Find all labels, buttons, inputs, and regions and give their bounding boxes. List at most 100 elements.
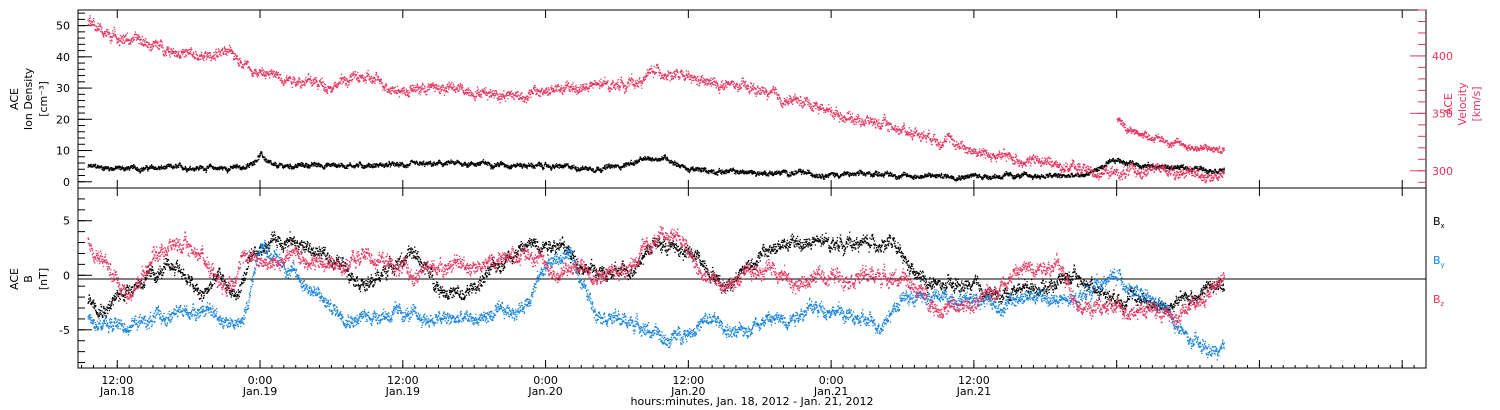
data-point	[116, 168, 118, 170]
data-point	[289, 164, 291, 166]
data-point	[116, 167, 118, 169]
data-point	[142, 170, 144, 172]
data-point	[624, 166, 626, 168]
time-tick-label: 0:00	[533, 374, 558, 387]
data-point	[278, 165, 280, 167]
data-point	[158, 168, 161, 171]
data-point	[220, 167, 222, 169]
data-point	[162, 167, 165, 169]
data-point	[1002, 177, 1004, 179]
data-point	[348, 163, 351, 166]
data-point	[170, 163, 172, 165]
data-point	[315, 162, 317, 165]
data-point	[131, 165, 133, 167]
data-point	[644, 155, 646, 158]
data-point	[375, 166, 377, 168]
data-point	[233, 167, 235, 169]
data-point	[111, 167, 113, 169]
data-point	[353, 166, 355, 168]
data-point	[160, 166, 162, 168]
data-point	[666, 156, 668, 158]
data-point	[97, 22, 99, 25]
data-point	[153, 45, 155, 47]
data-point	[207, 165, 209, 167]
data-point	[246, 166, 248, 168]
data-point	[281, 164, 283, 166]
data-point	[731, 170, 734, 172]
data-point	[253, 160, 255, 162]
data-point	[119, 166, 122, 168]
data-point	[102, 167, 105, 169]
data-point	[175, 51, 177, 53]
data-point	[215, 48, 217, 50]
data-point	[926, 173, 929, 175]
data-point	[189, 51, 192, 53]
data-point	[163, 168, 165, 170]
data-point	[148, 168, 150, 170]
data-point	[212, 168, 215, 171]
data-point	[1223, 167, 1225, 169]
data-point	[288, 164, 290, 167]
data-point	[452, 161, 454, 163]
data-point	[245, 167, 247, 169]
data-point	[175, 52, 177, 54]
data-point	[275, 163, 277, 165]
data-point	[181, 168, 183, 170]
data-point	[96, 167, 98, 169]
data-point	[183, 49, 185, 51]
data-point	[617, 165, 620, 167]
data-point	[302, 162, 304, 165]
data-point	[326, 166, 328, 168]
data-point	[211, 167, 214, 169]
data-point	[115, 35, 117, 38]
data-point	[200, 165, 202, 167]
data-point	[159, 44, 162, 46]
data-point	[146, 166, 148, 168]
data-point	[114, 28, 116, 30]
data-point	[247, 163, 249, 165]
data-point	[221, 168, 223, 170]
data-point	[296, 164, 298, 166]
data-point	[301, 162, 303, 164]
data-point	[664, 155, 667, 157]
data-point	[470, 164, 472, 166]
data-point	[1218, 170, 1220, 172]
data-point	[141, 167, 143, 169]
data-point	[582, 165, 584, 167]
data-point	[592, 168, 594, 171]
data-point	[597, 166, 600, 169]
data-point	[165, 51, 167, 54]
data-point	[416, 161, 418, 163]
data-point	[182, 52, 184, 54]
data-point	[208, 163, 211, 166]
data-point	[602, 170, 604, 172]
data-point	[174, 55, 176, 57]
data-point	[154, 166, 157, 168]
data-point	[135, 167, 137, 169]
data-point	[319, 164, 321, 166]
data-point	[181, 165, 183, 167]
data-point	[152, 167, 154, 169]
data-point	[662, 158, 665, 160]
data-point	[367, 164, 369, 166]
data-point	[967, 174, 969, 176]
data-point	[1141, 167, 1143, 169]
data-point	[144, 168, 147, 170]
data-point	[168, 165, 170, 167]
data-point	[326, 165, 329, 167]
data-point	[129, 41, 132, 44]
data-point	[556, 166, 558, 168]
data-point	[960, 179, 962, 181]
data-point	[1041, 174, 1043, 176]
time-axis-labels: 12:00Jan.180:00Jan.1912:00Jan.190:00Jan.…	[99, 374, 991, 398]
data-point	[167, 49, 169, 51]
data-point	[195, 169, 197, 171]
data-point	[170, 48, 173, 50]
data-point	[239, 165, 241, 167]
data-point	[1204, 171, 1206, 173]
data-point	[372, 163, 374, 165]
data-point	[1146, 166, 1148, 168]
data-point	[118, 165, 120, 167]
data-point	[205, 52, 207, 54]
data-point	[180, 57, 182, 59]
